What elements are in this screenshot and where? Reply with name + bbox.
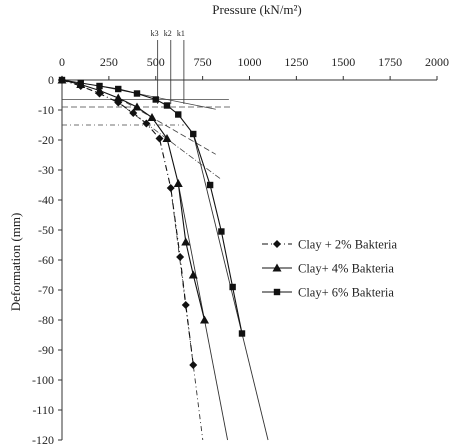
data-point-square [238,330,246,337]
x-tick-labels: 0 250 500 750 1000 1250 1500 1750 2000 [59,55,449,69]
data-point-square [96,82,103,90]
x-tick-label: 1000 [238,55,262,69]
data-point-triangle [181,237,191,246]
data-point-triangle [113,93,123,102]
pressure-markers: k3 k2 k1 [151,29,185,104]
data-point-diamond [129,109,138,117]
series-diamond [58,76,198,369]
data-point-square [58,76,66,84]
data-point-square [163,102,171,109]
data-point-triangle [95,86,104,94]
pressure-marker-label: k1 [177,29,185,38]
data-point-square [229,283,236,291]
y-tick-label: -90 [38,343,54,357]
data-point-diamond [181,301,190,309]
data-point-square [206,181,214,189]
legend: Clay + 2% Bakteria Clay+ 4% Bakteria Clay+… [262,238,397,300]
data-point-square [218,228,225,235]
data-point-triangle [200,315,209,324]
data-point-triangle [162,134,172,142]
x-axis-title: Pressure (kN/m²) [212,2,301,17]
data-point-square [152,96,159,103]
data-point-square [273,288,281,296]
legend-label: Clay+ 4% Bakteria [298,262,394,276]
data-point-square [115,85,122,93]
data-point-diamond [176,253,185,261]
y-axis-title: Deformation (mm) [8,213,23,312]
y-tick-label: -110 [32,403,54,417]
legend-label: Clay+ 6% Bakteria [298,286,394,300]
x-tick-label: 1750 [378,55,402,69]
y-tick-label: -120 [32,433,54,446]
pressure-marker-label: k2 [164,29,172,38]
data-point-diamond [166,184,175,192]
series-line [61,79,194,366]
y-tick-label: -80 [38,313,54,327]
y-tick-label: -50 [38,223,54,237]
data-point-diamond [189,361,198,369]
x-tick-label: 1250 [284,55,308,69]
y-tick-label: -10 [38,103,54,117]
y-tick-label: -70 [38,283,54,297]
x-tick-label: 2000 [425,55,449,69]
x-tick-label: 1500 [331,55,355,69]
y-tick-label: -20 [38,133,54,147]
x-tick-label: 0 [59,55,65,69]
pressure-marker-label: k3 [151,29,159,38]
data-point-diamond [155,134,164,143]
y-tick-label: -60 [38,253,54,267]
x-tick-label: 250 [100,55,118,69]
x-tick-label: 500 [147,55,165,69]
data-point-diamond [273,240,281,248]
axes [58,76,438,441]
data-point-square [77,79,84,87]
data-point-triangle [147,113,157,121]
data-point-triangle [132,102,142,111]
y-tick-label: -30 [38,163,54,177]
data-point-triangle [272,263,282,272]
data-point-diamond [142,119,151,128]
data-point-square [190,130,197,138]
data-point-triangle [173,179,183,187]
y-tick-label: -40 [38,193,54,207]
x-tick-label: 750 [194,55,212,69]
legend-label: Clay + 2% Bakteria [298,238,397,252]
data-point-square [175,111,182,118]
y-tick-label: 0 [48,73,54,87]
y-tick-labels: 0 -10 -20 -30 -40 -50 -60 -70 -80 -90 -100 -110 -120 [32,73,54,446]
data-point-triangle [188,270,198,279]
series-group [57,75,246,369]
y-tick-label: -100 [32,373,54,387]
series-square [58,76,246,337]
data-point-square [133,90,141,97]
